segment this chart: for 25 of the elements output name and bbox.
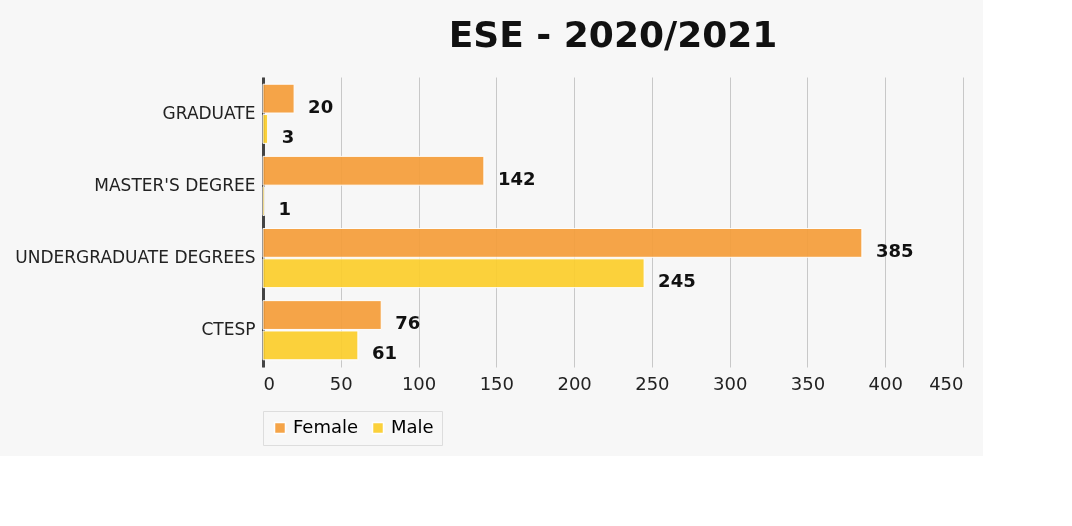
data-label: 1	[278, 198, 292, 220]
x-tick-label: 200	[557, 372, 592, 394]
data-label: 3	[281, 125, 295, 147]
y-tick-label: MASTER'S DEGREE	[94, 174, 256, 195]
x-tick-label: 250	[635, 372, 670, 394]
x-tick-label: 350	[790, 372, 826, 394]
x-tick-label: 150	[479, 372, 515, 394]
data-label: 61	[371, 342, 397, 364]
y-tick-label: CTESP	[201, 319, 256, 340]
x-tick-label: 50	[329, 372, 353, 394]
data-label: 142	[497, 167, 536, 189]
data-label: 385	[875, 239, 914, 261]
x-tick-label: 100	[401, 372, 437, 394]
y-tick-label: UNDERGRADUATE DEGREES	[15, 247, 256, 268]
x-tick-label: 450	[929, 372, 964, 394]
data-label: 76	[395, 312, 421, 334]
data-label: 20	[308, 95, 334, 117]
chart-title: ESE - 2020/2021	[448, 14, 778, 55]
x-tick-label: 0	[263, 372, 275, 394]
x-tick-label: 400	[868, 372, 903, 394]
data-label: 245	[658, 270, 696, 292]
legend-label: Male	[391, 416, 434, 437]
legend-label: Female	[293, 416, 359, 437]
x-tick-label: 300	[712, 372, 748, 394]
y-tick-label: GRADUATE	[162, 102, 256, 123]
